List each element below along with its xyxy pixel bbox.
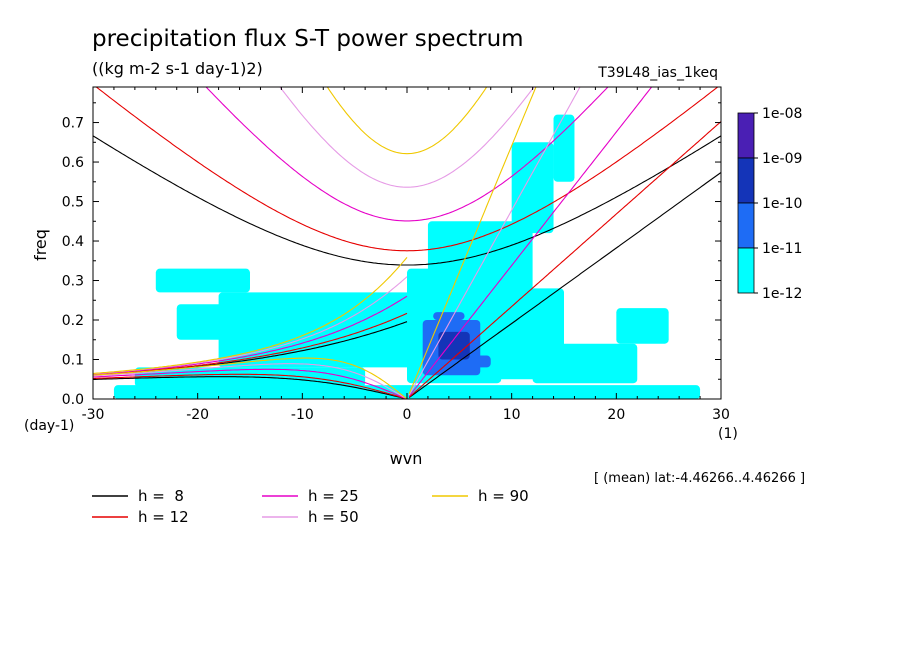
spectrum-patch: [427, 221, 533, 301]
y-tick-label: 0.0: [62, 392, 84, 408]
dispersion-curve: [93, 373, 408, 399]
y-axis-label: freq: [31, 229, 50, 261]
colorbar-label: 1e-09: [762, 151, 802, 167]
x-axis-unit: (1): [718, 426, 738, 442]
legend-label: h = 90: [478, 487, 529, 505]
spectrum-patch: [433, 312, 465, 321]
colorbar-swatch: [737, 202, 755, 249]
legend-label: h = 8: [138, 487, 184, 505]
dispersion-curve: [93, 376, 408, 399]
dispersion-curve: [408, 87, 653, 397]
dispersion-curve: [93, 135, 721, 266]
x-tick-label: 20: [607, 407, 625, 423]
dispersion-curve: [205, 87, 609, 222]
spectrum-patch: [469, 355, 491, 368]
colorbar-label: 1e-08: [762, 106, 802, 122]
dispersion-curve: [279, 87, 535, 188]
legend-label: h = 50: [308, 508, 359, 526]
x-tick-label: -20: [186, 407, 209, 423]
legend-label: h = 12: [138, 508, 189, 526]
y-tick-label: 0.5: [62, 195, 84, 211]
y-axis: 0.0 0.1 0.2 0.3 0.4 0.5 0.6 0.7: [62, 102, 721, 408]
x-axis: -30 -20 -10 0 10 20 30: [82, 87, 730, 423]
colorbar-swatch: [737, 112, 755, 159]
run-label: T39L48_ias_1keq: [597, 65, 718, 81]
spectrum-patch: [155, 268, 250, 293]
colorbar-label: 1e-10: [762, 196, 802, 212]
dispersion-curve: [93, 295, 408, 375]
dispersion-curve: [326, 87, 488, 155]
dispersion-curve: [93, 312, 408, 376]
spectrum-patch: [532, 343, 638, 384]
dispersion-curve: [93, 363, 408, 399]
dispersion-curve: [93, 357, 408, 399]
colorbar: 1e-08 1e-09 1e-10 1e-11 1e-12: [737, 106, 802, 302]
y-tick-label: 0.2: [62, 313, 84, 329]
x-tick-label: 10: [503, 407, 521, 423]
spectrum-patch: [511, 142, 554, 234]
x-tick-label: -30: [82, 407, 105, 423]
dispersion-curve: [95, 87, 719, 252]
spectrum-patch: [113, 385, 701, 399]
x-tick-label: 0: [403, 407, 412, 423]
y-tick-label: 0.1: [62, 353, 84, 369]
legend: h = 8 h = 12 h = 25 h = 50 h = 90: [92, 487, 529, 526]
x-tick-label: 30: [712, 407, 730, 423]
spectrum-patch: [616, 308, 669, 344]
x-tick-label: -10: [291, 407, 314, 423]
x-axis-label: wvn: [390, 449, 423, 468]
y-axis-unit: (day-1): [24, 418, 74, 434]
dispersion-curves: [93, 87, 721, 399]
y-tick-label: 0.4: [62, 234, 84, 250]
chart-units: ((kg m-2 s-1 day-1)2): [92, 59, 263, 78]
spectrum-patch: [176, 304, 282, 340]
colorbar-label: 1e-11: [762, 241, 802, 257]
colorbar-label: 1e-12: [762, 286, 802, 302]
y-tick-label: 0.6: [62, 155, 84, 171]
y-tick-label: 0.7: [62, 116, 84, 132]
footer-note: [ (mean) lat:-4.46266..4.46266 ]: [594, 471, 805, 486]
dispersion-curve: [408, 87, 581, 396]
dispersion-curve: [408, 172, 721, 398]
spectrum-patch: [553, 114, 575, 182]
legend-label: h = 25: [308, 487, 359, 505]
colorbar-swatch: [737, 157, 755, 204]
chart-title: precipitation flux S-T power spectrum: [92, 26, 524, 52]
colorbar-swatch: [737, 247, 755, 294]
dispersion-curve: [93, 257, 408, 375]
dispersion-curve: [408, 121, 721, 398]
spectrum-patch: [438, 331, 470, 360]
spectrum-patches: [113, 114, 701, 399]
dispersion-curve: [93, 368, 408, 399]
y-tick-label: 0.3: [62, 274, 84, 290]
dispersion-curve: [408, 87, 537, 395]
